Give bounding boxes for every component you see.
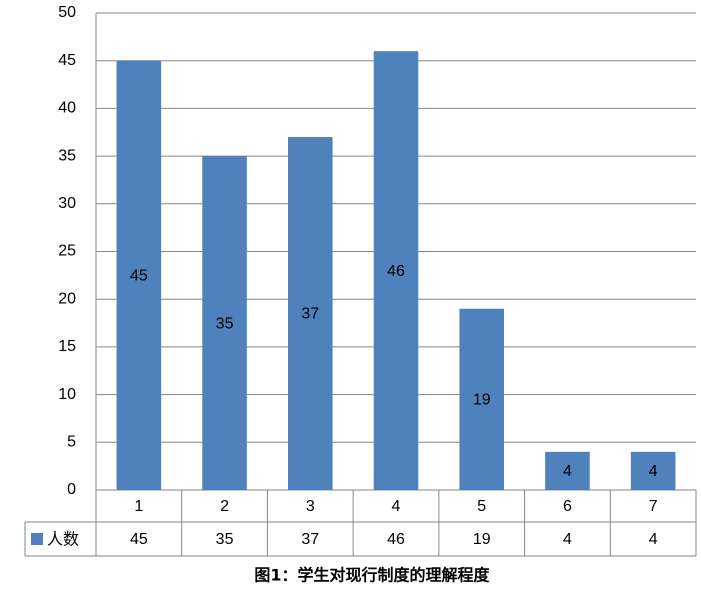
data-label: 45 (130, 268, 148, 285)
bar (459, 308, 504, 490)
x-tick-label: 2 (220, 498, 229, 515)
y-tick-label: 5 (67, 434, 76, 451)
table-value: 46 (387, 531, 405, 548)
data-label: 4 (649, 463, 658, 480)
bar (288, 137, 333, 490)
legend-key (31, 533, 43, 545)
data-label: 4 (563, 463, 572, 480)
x-tick-label: 6 (563, 498, 572, 515)
y-tick-label: 20 (58, 290, 76, 307)
x-tick-label: 5 (477, 498, 486, 515)
x-tick-label: 4 (392, 498, 401, 515)
y-tick-label: 35 (58, 147, 76, 164)
table-value: 37 (301, 531, 319, 548)
y-tick-label: 15 (58, 338, 76, 355)
table-value: 4 (649, 531, 658, 548)
chart-title: 图1：学生对现行制度的理解程度 (254, 566, 490, 585)
y-tick-label: 40 (58, 100, 76, 117)
y-tick-label: 25 (58, 243, 76, 260)
y-tick-label: 45 (58, 52, 76, 69)
y-tick-label: 30 (58, 195, 76, 212)
table-value: 35 (216, 531, 234, 548)
bar (545, 451, 590, 490)
data-label: 37 (301, 306, 319, 323)
y-tick-label: 0 (67, 481, 76, 498)
bar (373, 51, 419, 490)
bar (630, 451, 676, 490)
y-tick-label: 50 (58, 4, 76, 21)
x-tick-label: 3 (306, 498, 315, 515)
legend-label: 人数 (47, 530, 79, 549)
bar (116, 60, 162, 490)
table-value: 45 (130, 531, 148, 548)
data-label: 35 (216, 315, 234, 332)
bar (202, 156, 247, 490)
y-tick-label: 10 (58, 386, 76, 403)
table-value: 19 (473, 531, 491, 548)
x-tick-label: 1 (134, 498, 143, 515)
x-tick-label: 7 (649, 498, 658, 515)
data-label: 19 (473, 392, 491, 409)
table-value: 4 (563, 531, 572, 548)
data-label: 46 (387, 263, 405, 280)
